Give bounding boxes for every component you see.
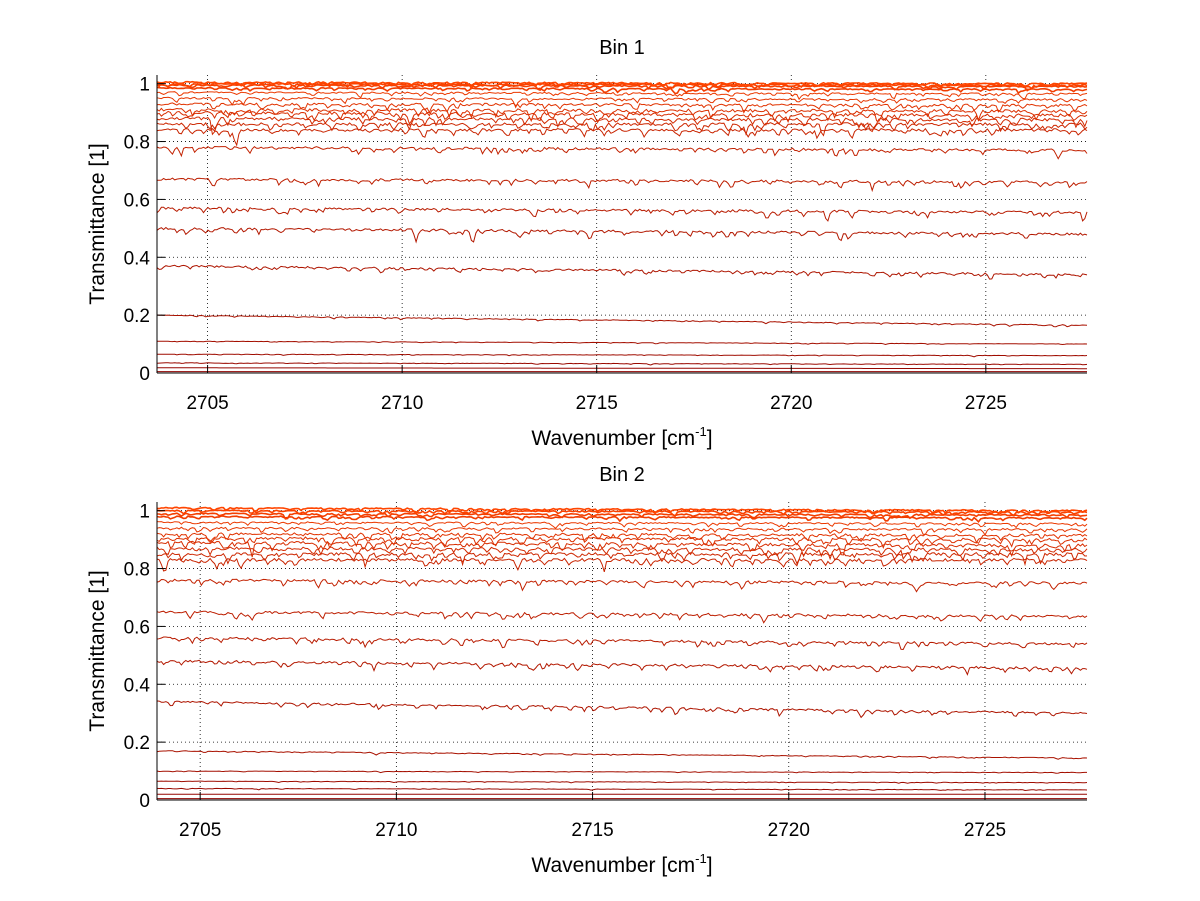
axes: 2705 2710 2715 2720 2725 0 0.2 0.4 0.6 0.8 1: [124, 75, 1087, 414]
axes: 2705 2710 2715 2720 2725 0 0.2 0.4 0.6 0.8 1: [124, 502, 1087, 841]
series-line: [156, 546, 1088, 561]
series-line: [156, 506, 1088, 515]
series-line: [156, 526, 1088, 536]
y-tick-label: 0.2: [124, 733, 150, 754]
series-line: [156, 314, 1088, 328]
series-line: [156, 353, 1088, 358]
chart-panel-bin-2: Bin 2 Transmittance [1] Wavenumber [cm-1…: [86, 464, 1088, 877]
series-line: [156, 557, 1088, 573]
series-line: [156, 578, 1088, 593]
series-line: [156, 521, 1088, 529]
y-tick-label: 0.4: [124, 248, 151, 269]
series-line: [156, 83, 1088, 92]
y-axis-label: Transmittance [1]: [86, 570, 109, 731]
series-line: [157, 177, 1088, 193]
series-line: [156, 122, 1088, 137]
x-tick-label: 2720: [770, 393, 812, 414]
series-line: [156, 536, 1088, 550]
series-line: [156, 107, 1088, 123]
series-line: [156, 700, 1088, 719]
x-tick-label: 2710: [381, 393, 423, 414]
x-axis-label: Wavenumber [cm-1]: [531, 424, 712, 450]
series-line: [157, 512, 1088, 520]
series-line: [156, 96, 1088, 109]
series-line: [156, 770, 1087, 774]
series-line: [156, 145, 1088, 160]
series-line: [156, 206, 1088, 222]
y-tick-label: 0: [139, 364, 150, 385]
series-line: [156, 86, 1088, 95]
y-tick-label: 1: [139, 75, 150, 96]
x-tick-label: 2725: [964, 820, 1006, 841]
x-axis-label-end: ]: [707, 854, 713, 877]
x-tick-label: 2705: [186, 393, 228, 414]
series-line: [156, 659, 1088, 676]
x-axis-label-text: Wavenumber [cm: [531, 854, 695, 877]
x-axis-label: Wavenumber [cm-1]: [531, 851, 712, 877]
y-axis-label: Transmittance [1]: [86, 143, 109, 304]
chart-title: Bin 2: [599, 464, 645, 486]
series-line: [156, 110, 1088, 125]
x-axis-label-end: ]: [707, 427, 713, 450]
y-tick-label: 0.4: [124, 675, 151, 696]
series-line: [156, 540, 1088, 558]
series-group: [156, 506, 1088, 801]
y-tick-label: 0.2: [124, 306, 150, 327]
series-line: [156, 610, 1088, 624]
series-line: [157, 367, 1087, 370]
chart-title: Bin 1: [599, 37, 645, 59]
series-line: [156, 116, 1088, 136]
chart-panel-bin-1: Bin 1 Transmittance [1] Wavenumber [cm-1…: [86, 37, 1088, 450]
y-tick-label: 1: [139, 502, 150, 523]
series-line: [156, 551, 1088, 569]
x-axis-label-superscript: -1: [695, 851, 707, 866]
x-tick-label: 2715: [571, 820, 613, 841]
y-tick-label: 0.8: [124, 133, 150, 154]
series-line: [156, 636, 1088, 651]
series-line: [156, 532, 1088, 545]
x-tick-label: 2720: [768, 820, 810, 841]
y-tick-label: 0.6: [124, 190, 150, 211]
x-tick-label: 2725: [965, 393, 1007, 414]
x-tick-label: 2710: [375, 820, 417, 841]
series-line: [156, 226, 1088, 244]
series-line: [156, 362, 1088, 366]
x-axis-label-superscript: -1: [695, 424, 707, 439]
x-axis-label-text: Wavenumber [cm: [531, 427, 695, 450]
y-tick-label: 0: [139, 791, 150, 812]
series-line: [156, 787, 1088, 792]
series-line: [156, 102, 1088, 114]
y-tick-label: 0.8: [124, 560, 150, 581]
series-line: [156, 750, 1088, 760]
series-line: [156, 127, 1088, 147]
series-line: [157, 340, 1088, 346]
series-line: [157, 780, 1088, 784]
y-tick-label: 0.6: [124, 617, 150, 638]
series-line: [156, 264, 1088, 280]
series-line: [156, 80, 1088, 90]
series-line: [156, 515, 1088, 524]
series-line: [156, 91, 1088, 101]
x-tick-label: 2705: [179, 820, 221, 841]
x-tick-label: 2715: [576, 393, 618, 414]
series-line: [156, 509, 1088, 518]
